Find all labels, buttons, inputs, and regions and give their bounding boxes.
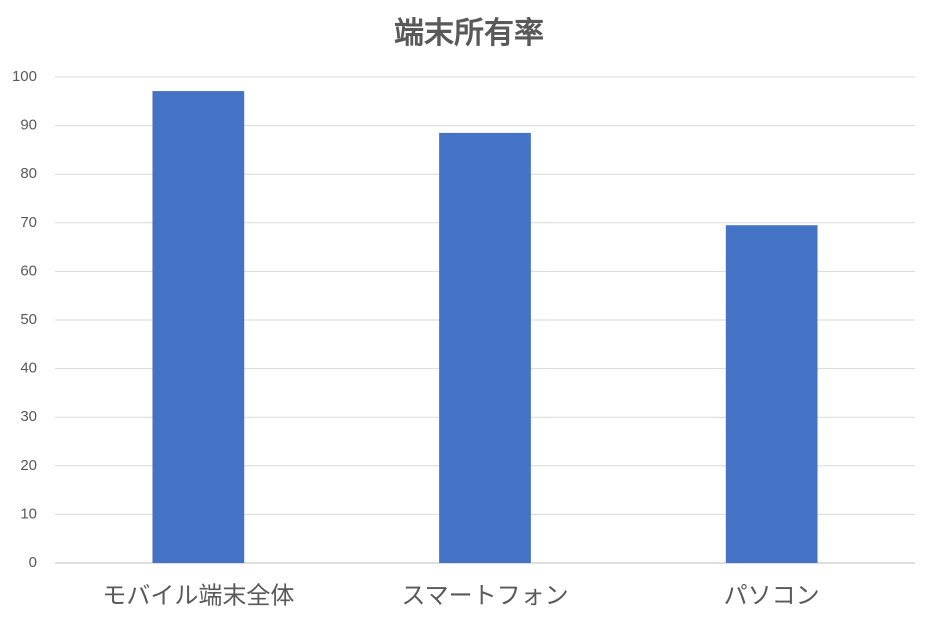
y-tick-label: 10	[20, 505, 37, 522]
x-tick-label: パソコン	[724, 582, 820, 609]
bar	[725, 225, 818, 564]
y-tick-label: 60	[20, 262, 37, 279]
y-tick-label: 0	[29, 554, 37, 571]
chart-title: 端末所有率	[394, 17, 544, 50]
y-tick-label: 50	[20, 311, 37, 328]
x-tick-label: モバイル端末全体	[102, 582, 294, 609]
y-tick-label: 70	[20, 214, 37, 231]
bar	[439, 132, 531, 563]
y-tick-label: 40	[20, 360, 37, 377]
y-tick-label: 20	[20, 457, 37, 474]
y-tick-label: 80	[20, 165, 37, 182]
x-tick-label: スマートフォン	[401, 582, 568, 609]
bar	[152, 91, 245, 564]
y-tick-label: 30	[20, 408, 37, 425]
y-tick-label: 100	[12, 68, 37, 85]
y-tick-label: 90	[20, 117, 37, 134]
